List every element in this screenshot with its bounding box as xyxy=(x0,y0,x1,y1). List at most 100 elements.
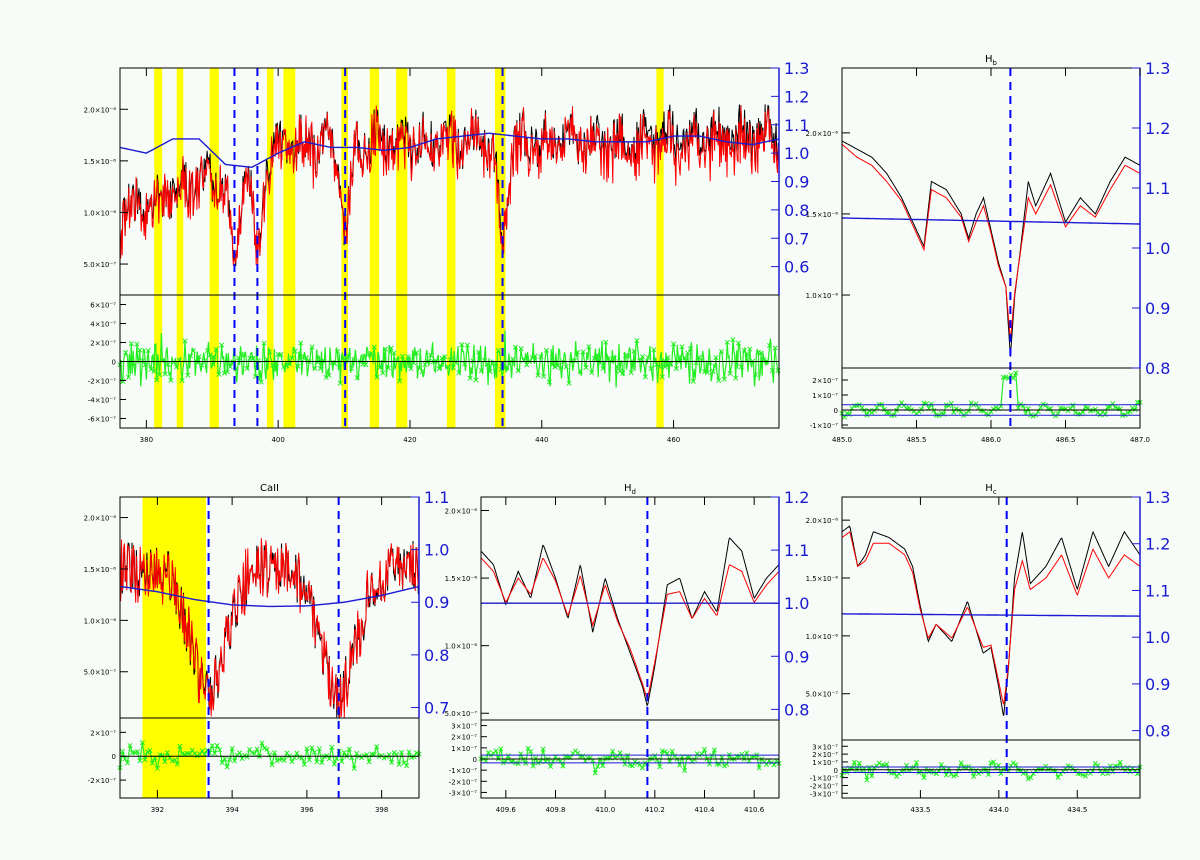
residual-point xyxy=(532,353,538,359)
x-tick-label: 380 xyxy=(140,436,153,444)
residual-point xyxy=(592,770,598,776)
residual-point xyxy=(721,763,727,769)
residual-point xyxy=(713,355,719,361)
residual-point xyxy=(179,377,185,384)
x-tick-label: 460 xyxy=(667,436,680,444)
residual-point xyxy=(368,350,374,356)
resid-tick-label: 0 xyxy=(112,359,116,367)
residual-point xyxy=(122,756,128,762)
residual-point xyxy=(279,756,285,762)
residual-point xyxy=(371,344,377,350)
residual-point xyxy=(541,373,547,379)
resid-tick-label: -1×10⁻⁷ xyxy=(810,422,838,430)
residual-point xyxy=(1023,410,1029,416)
residual-point xyxy=(577,368,583,374)
residual-point xyxy=(413,750,420,756)
resid-tick-label: -2×10⁻⁷ xyxy=(449,778,477,786)
residual-point xyxy=(165,361,171,367)
residual-point xyxy=(221,370,228,376)
residual-point xyxy=(254,746,260,752)
resid-tick-label: 2×10⁻⁷ xyxy=(812,751,838,759)
residual-point xyxy=(142,757,148,763)
x-tick-label: 396 xyxy=(300,806,314,814)
residual-point xyxy=(651,347,657,353)
residual-point xyxy=(134,748,140,755)
residual-point xyxy=(162,759,168,765)
right-tick-label: 1.0 xyxy=(784,594,809,613)
residual-point xyxy=(365,351,372,357)
right-tick-label: 1.3 xyxy=(1145,488,1170,507)
residual-point xyxy=(704,369,711,375)
residual-point xyxy=(495,348,502,354)
residual-point xyxy=(241,352,247,358)
residual-point xyxy=(294,750,300,756)
residual-point xyxy=(164,750,170,756)
residual-point xyxy=(617,750,623,756)
residual-point xyxy=(575,750,581,756)
residual-point xyxy=(219,342,225,348)
residual-point xyxy=(217,747,223,753)
residual-point xyxy=(462,361,468,367)
residual-point xyxy=(319,759,325,766)
panel-title: Hb xyxy=(985,54,998,67)
residual-point xyxy=(993,404,999,411)
residual-point xyxy=(222,756,228,762)
residual-point xyxy=(1102,412,1108,418)
residual-point xyxy=(172,757,178,763)
residual-point xyxy=(219,760,225,766)
residual-point xyxy=(151,368,157,374)
residual-point xyxy=(131,362,137,368)
residual-point xyxy=(594,352,600,358)
right-tick-label: 0.8 xyxy=(1145,722,1170,741)
residual-point xyxy=(659,374,665,380)
residual-point xyxy=(586,344,592,350)
residual-point xyxy=(428,352,434,358)
right-tick-label: 0.9 xyxy=(784,173,809,192)
residual-point xyxy=(1013,761,1019,768)
residual-point xyxy=(244,754,250,760)
residual-point xyxy=(137,347,143,353)
residual-point xyxy=(990,759,997,765)
residual-point xyxy=(543,347,550,353)
residual-point xyxy=(968,766,974,772)
residual-point xyxy=(566,380,572,386)
residual-point xyxy=(341,750,347,756)
residual-point xyxy=(1015,405,1021,411)
y-tick-label: 2.0×10⁻⁶ xyxy=(84,515,117,523)
residual-point xyxy=(185,372,191,378)
residual-point xyxy=(634,760,641,766)
residual-point xyxy=(1055,774,1061,781)
residual-point xyxy=(119,748,126,755)
residual-point xyxy=(251,751,258,757)
panel-hbeta: 485.0 485.5 486.0 486.5 487.0 2.0×10⁻⁶ 1.5×10⁻… xyxy=(806,54,1171,444)
residual-point xyxy=(315,359,321,365)
residual-point xyxy=(332,361,338,367)
residual-point xyxy=(620,370,626,376)
resid-tick-label: 0 xyxy=(834,407,838,415)
residual-point xyxy=(403,763,410,769)
residual-point xyxy=(607,755,613,761)
residual-point xyxy=(173,364,180,370)
residual-point xyxy=(716,377,722,383)
residual-point xyxy=(339,758,345,764)
residual-point xyxy=(199,748,205,754)
residual-point xyxy=(738,364,744,370)
residual-point xyxy=(654,362,660,368)
residual-point xyxy=(1082,773,1088,779)
panel-hdelta: 409.6 409.8 410.0 410.2 410.4 410.6 2.0×10⁻⁶ 1.… xyxy=(445,483,810,814)
resid-tick-label: 1×10⁻⁷ xyxy=(451,745,477,753)
residual-point xyxy=(973,401,979,407)
panels: 380 400 420 440 460 2.0×10⁻⁶ 1.5×10⁻⁶ 1.0×10⁻⁶ 5… xyxy=(84,54,1171,814)
residual-point xyxy=(580,349,586,355)
residual-point xyxy=(772,345,778,351)
residual-point xyxy=(278,351,284,358)
right-tick-label: 1.0 xyxy=(1145,239,1170,258)
residual-point xyxy=(747,346,753,352)
residual-point xyxy=(1129,405,1136,411)
residual-point xyxy=(589,370,595,376)
right-tick-label: 0.6 xyxy=(784,258,809,277)
right-tick-label: 1.1 xyxy=(1145,179,1170,198)
residual-point xyxy=(281,757,288,764)
residual-point xyxy=(274,758,280,764)
residual-point xyxy=(1107,404,1113,410)
